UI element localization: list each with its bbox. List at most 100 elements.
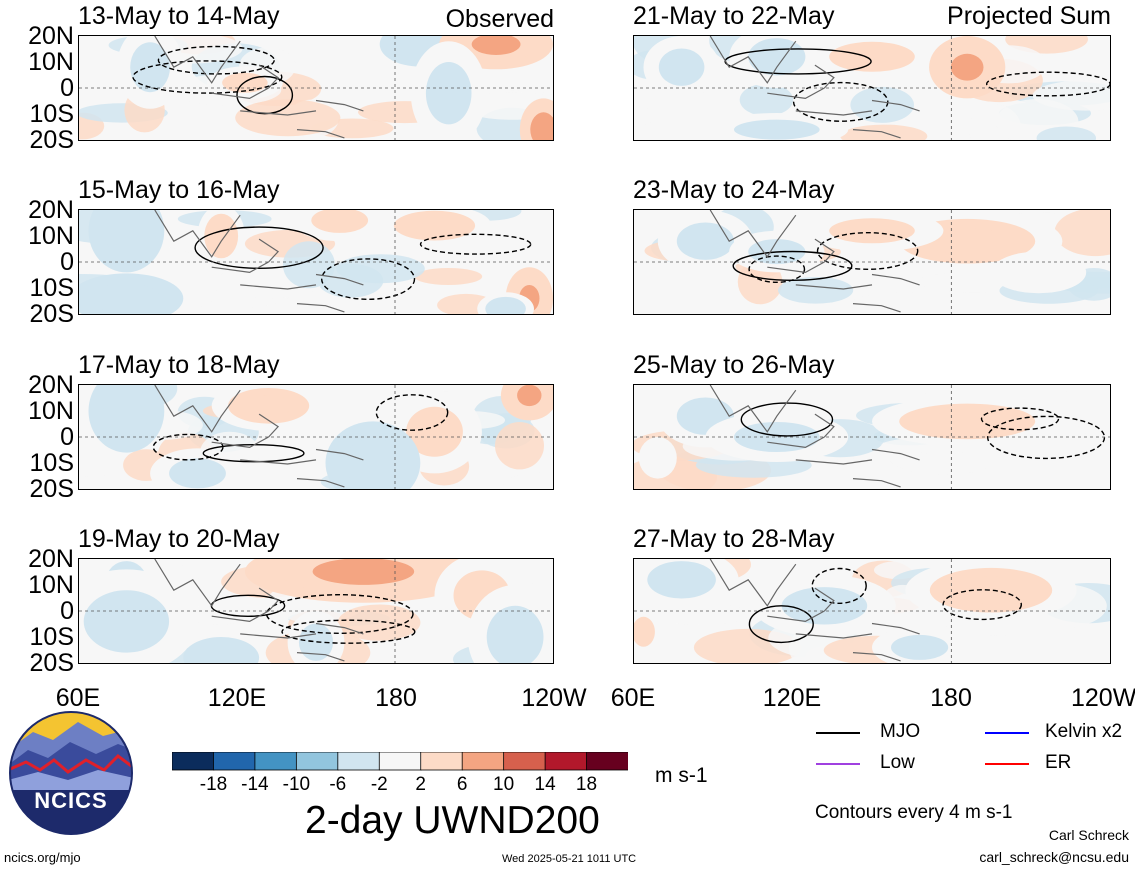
- anomaly-patch: [634, 616, 655, 647]
- coastline: [709, 559, 920, 662]
- mjo-contour: [748, 605, 814, 644]
- mjo-contour: [281, 619, 416, 644]
- colorbar-swatch: [461, 752, 505, 771]
- lon-label-120w: 120W: [1071, 686, 1135, 711]
- panel-5-tag: Projected Sum: [947, 2, 1111, 30]
- map-field: [634, 210, 1110, 314]
- anomaly-patch: [734, 119, 820, 140]
- panel-5-title: 21-May to 22-May: [633, 2, 835, 30]
- logo-text: NCICS: [34, 788, 108, 813]
- lat-label-0: 0: [60, 597, 74, 625]
- mjo-contour: [811, 567, 867, 604]
- anomaly-patch: [282, 241, 335, 289]
- map-field: [79, 385, 553, 489]
- anomaly-patch: [517, 385, 542, 407]
- anomaly-patch: [103, 210, 150, 256]
- colorbar-units: m s-1: [655, 764, 708, 787]
- anomaly-patch: [169, 458, 226, 489]
- colorbar: [172, 752, 628, 771]
- lon-label-60e: 60E: [610, 684, 656, 712]
- coastline: [154, 559, 364, 662]
- anomaly-patch: [503, 472, 553, 489]
- map-field: [79, 210, 553, 314]
- anomaly-patch: [406, 406, 463, 457]
- colorbar-swatch: [172, 752, 215, 771]
- mjo-contour: [152, 433, 224, 461]
- colorbar-swatch: [544, 752, 588, 771]
- colorbar-tick-label: -10: [282, 774, 311, 795]
- anomaly-patch: [850, 86, 914, 123]
- mjo-contour: [194, 226, 324, 270]
- mjo-contour: [792, 81, 889, 122]
- anomaly-patch: [103, 386, 150, 436]
- map-panel-7: [633, 384, 1111, 490]
- lat-label-10s: 10S: [29, 274, 74, 302]
- anomaly-patch: [311, 210, 369, 233]
- ncics-logo: [8, 710, 134, 836]
- lat-label-0: 0: [60, 74, 74, 102]
- anomaly-patch: [1054, 210, 1110, 257]
- anomaly-patch: [337, 604, 421, 641]
- footer-email: carl_schreck@ncsu.edu: [979, 849, 1129, 865]
- anomaly-patch: [244, 395, 293, 417]
- anomaly-patch: [954, 576, 1028, 604]
- lat-label-0: 0: [60, 248, 74, 276]
- legend-mjo-label: MJO: [880, 721, 921, 742]
- anomaly-patch: [425, 62, 472, 125]
- anomaly-patch: [83, 590, 170, 653]
- lat-label-10n: 10N: [28, 222, 74, 250]
- colorbar-swatch: [295, 752, 339, 771]
- map-panel-2: [78, 209, 554, 315]
- map-panel-8: [633, 558, 1111, 664]
- colorbar-swatch: [503, 752, 546, 771]
- mjo-contour: [986, 71, 1110, 97]
- colorbar-tick-label: -18: [199, 774, 228, 795]
- lat-label-20n: 20N: [28, 196, 74, 224]
- anomaly-patch: [312, 559, 415, 585]
- legend-er-line: [985, 763, 1029, 765]
- anomaly-patch: [211, 222, 232, 250]
- anomaly-patch: [414, 268, 483, 285]
- coastline: [709, 385, 920, 488]
- anomaly-patch: [79, 475, 126, 489]
- lat-label-10n: 10N: [28, 48, 74, 76]
- anomaly-patch: [647, 561, 716, 599]
- anomaly-patch: [829, 218, 915, 244]
- legend-mjo-line: [816, 732, 860, 734]
- panel-6-title: 23-May to 24-May: [633, 176, 835, 204]
- lat-label-20s: 20S: [29, 475, 74, 503]
- anomaly-patch: [658, 48, 705, 86]
- panel-1-tag: Observed: [445, 5, 554, 33]
- lat-label-10n: 10N: [28, 571, 74, 599]
- colorbar-tick-label: 2: [415, 774, 426, 795]
- coastline: [154, 210, 364, 313]
- anomaly-patch: [486, 605, 544, 663]
- legend-er-label: ER: [1045, 752, 1072, 773]
- panel-4-title: 19-May to 20-May: [78, 525, 280, 553]
- mjo-contour: [265, 594, 414, 634]
- lat-label-20s: 20S: [29, 126, 74, 154]
- map-field: [634, 559, 1110, 663]
- mjo-contour: [375, 394, 449, 431]
- map-panel-6: [633, 209, 1111, 315]
- lon-label-120e: 120E: [207, 684, 267, 712]
- anomaly-patch: [829, 41, 915, 72]
- map-panel-3: [78, 384, 554, 490]
- anomaly-patch: [235, 99, 341, 137]
- colorbar-swatch: [254, 752, 298, 771]
- anomaly-patch: [734, 422, 820, 452]
- lon-label-120w: 120W: [521, 684, 587, 712]
- colorbar-tick-label: 18: [575, 774, 598, 795]
- anomaly-patch: [410, 216, 459, 235]
- anomaly-patch: [891, 634, 949, 660]
- contour-note: Contours every 4 m s-1: [815, 802, 1013, 823]
- lon-label-60e: 60E: [55, 684, 101, 712]
- lat-label-20n: 20N: [28, 371, 74, 399]
- anomaly-patch: [535, 119, 552, 140]
- colorbar-tick-label: -2: [370, 774, 388, 795]
- lat-label-20n: 20N: [28, 22, 74, 50]
- colorbar-tick-label: -14: [241, 774, 269, 795]
- lat-label-10n: 10N: [28, 397, 74, 425]
- coastline: [154, 385, 364, 488]
- main-title: 2-day UWND200: [305, 799, 600, 842]
